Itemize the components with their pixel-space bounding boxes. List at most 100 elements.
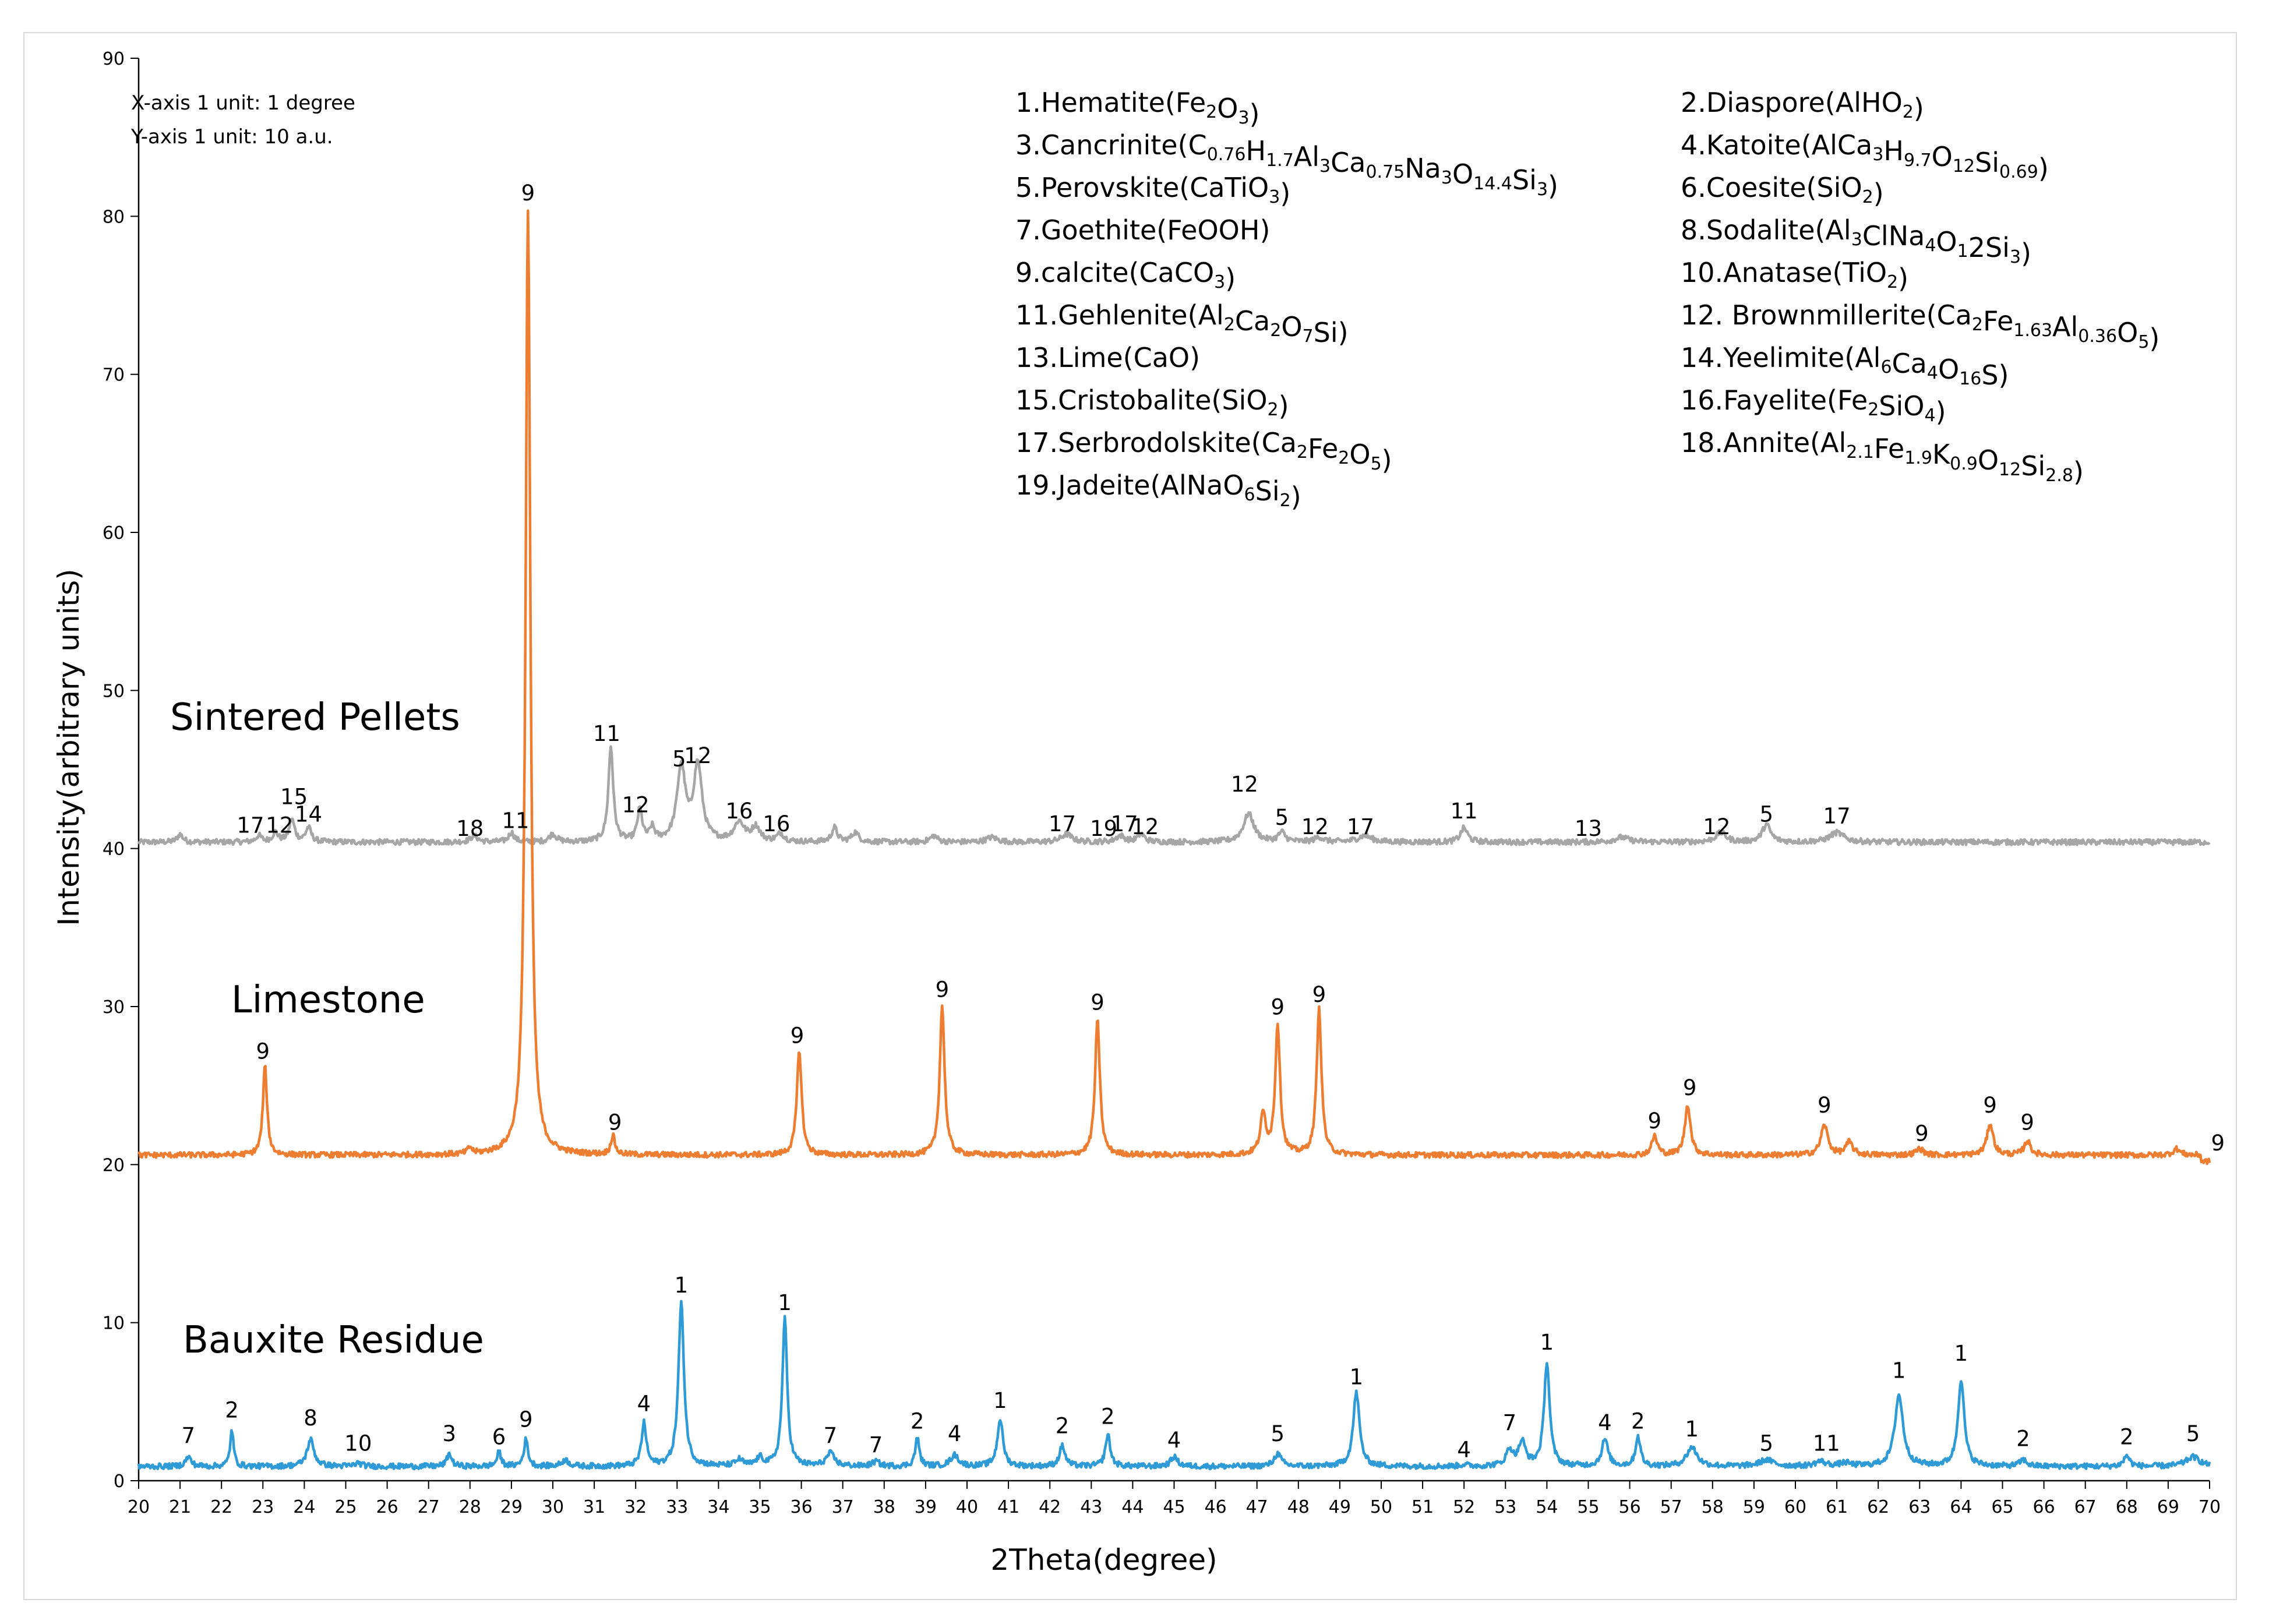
peak-label: 16 bbox=[763, 811, 790, 836]
x-tick-label: 52 bbox=[1453, 1497, 1475, 1517]
peak-label: 19 bbox=[1090, 816, 1117, 841]
x-tick-label: 34 bbox=[707, 1497, 729, 1517]
series-line-sintered-pellets bbox=[137, 745, 2211, 846]
peak-label: 5 bbox=[672, 747, 686, 772]
peak-label: 9 bbox=[1271, 995, 1285, 1020]
x-tick-label: 29 bbox=[500, 1497, 523, 1517]
legend-item: 6.Coesite(SiO2) bbox=[1681, 172, 1884, 209]
x-tick-label: 70 bbox=[2199, 1497, 2221, 1517]
x-tick-label: 27 bbox=[418, 1497, 440, 1517]
y-tick-label: 10 bbox=[103, 1314, 125, 1334]
note-x-axis-unit: X-axis 1 unit: 1 degree bbox=[131, 91, 355, 115]
legend-item: 7.Goethite(FeOOH) bbox=[1015, 214, 1270, 246]
series-title-sintered-pellets: Sintered Pellets bbox=[170, 696, 460, 739]
x-tick-label: 54 bbox=[1536, 1497, 1558, 1517]
peak-label: 16 bbox=[725, 799, 753, 824]
x-tick-label: 33 bbox=[666, 1497, 688, 1517]
peak-label: 9 bbox=[1983, 1093, 1997, 1118]
peak-label: 9 bbox=[521, 181, 535, 206]
x-tick-label: 69 bbox=[2157, 1497, 2179, 1517]
peak-label: 1 bbox=[675, 1273, 689, 1298]
x-tick-label: 63 bbox=[1908, 1497, 1931, 1517]
peak-label: 17 bbox=[1111, 811, 1138, 836]
y-tick-label: 0 bbox=[114, 1471, 125, 1492]
y-tick-label: 80 bbox=[103, 207, 125, 227]
peak-label: 1 bbox=[993, 1388, 1007, 1413]
peak-label: 7 bbox=[869, 1432, 883, 1457]
series-line-bauxite-residue bbox=[137, 1300, 2211, 1471]
peak-label: 5 bbox=[1759, 802, 1773, 827]
peak-label: 17 bbox=[1823, 803, 1851, 828]
peak-label: 5 bbox=[1275, 805, 1289, 830]
x-tick-label: 59 bbox=[1743, 1497, 1765, 1517]
peak-label: 9 bbox=[519, 1407, 533, 1432]
x-tick-label: 66 bbox=[2033, 1497, 2055, 1517]
legend-item: 11.Gehlenite(Al2Ca2O7Si) bbox=[1015, 299, 1349, 348]
x-tick-label: 48 bbox=[1287, 1497, 1310, 1517]
x-tick-label: 46 bbox=[1205, 1497, 1227, 1517]
x-tick-label: 51 bbox=[1411, 1497, 1434, 1517]
peak-label: 2 bbox=[2120, 1425, 2134, 1450]
note-y-axis-unit: Y-axis 1 unit: 10 a.u. bbox=[130, 125, 333, 149]
legend-item: 16.Fayelite(Fe2SiO4) bbox=[1681, 384, 1946, 428]
series-title-limestone: Limestone bbox=[231, 979, 425, 1022]
peak-label: 4 bbox=[637, 1392, 651, 1417]
peak-label: 6 bbox=[492, 1425, 506, 1450]
peak-label: 12 bbox=[1131, 814, 1159, 839]
x-tick-label: 45 bbox=[1163, 1497, 1185, 1517]
x-tick-label: 32 bbox=[624, 1497, 647, 1517]
peak-label: 9 bbox=[1312, 982, 1326, 1007]
legend-item: 1.Hematite(Fe2O3) bbox=[1015, 87, 1260, 130]
x-tick-label: 28 bbox=[459, 1497, 481, 1517]
peak-label: 2 bbox=[1101, 1404, 1115, 1429]
x-tick-label: 58 bbox=[1702, 1497, 1724, 1517]
x-tick-label: 68 bbox=[2116, 1497, 2138, 1517]
legend-item: 18.Annite(Al2.1Fe1.9K0.9O12Si2.8) bbox=[1681, 427, 2084, 488]
peak-label: 9 bbox=[1818, 1093, 1832, 1118]
x-tick-label: 50 bbox=[1370, 1497, 1392, 1517]
peak-label: 14 bbox=[295, 802, 322, 827]
peak-label: 12 bbox=[1703, 814, 1730, 839]
x-tick-label: 37 bbox=[832, 1497, 854, 1517]
legend-item: 5.Perovskite(CaTiO3) bbox=[1015, 172, 1290, 209]
peak-label: 9 bbox=[791, 1023, 804, 1048]
legend-item: 15.Cristobalite(SiO2) bbox=[1015, 384, 1289, 422]
series-line-limestone bbox=[137, 209, 2211, 1166]
x-tick-label: 53 bbox=[1494, 1497, 1516, 1517]
peak-label: 4 bbox=[1167, 1428, 1181, 1453]
x-tick-label: 60 bbox=[1784, 1497, 1806, 1517]
x-tick-label: 55 bbox=[1577, 1497, 1599, 1517]
legend-item: 3.Cancrinite(C0.76H1.7Al3Ca0.75Na3O14.4S… bbox=[1015, 129, 1558, 202]
peak-label: 4 bbox=[1598, 1410, 1612, 1435]
peak-label: 9 bbox=[2020, 1110, 2034, 1135]
peak-label: 9 bbox=[1915, 1121, 1929, 1146]
x-tick-label: 36 bbox=[791, 1497, 813, 1517]
peak-label: 13 bbox=[1575, 816, 1602, 841]
axes: 20 21 22 23 24 25 26 27 28 29 30 31 32 33 34 35 36 37 38 39… bbox=[103, 49, 2221, 1517]
peak-label: 9 bbox=[2211, 1131, 2225, 1156]
peak-label: 5 bbox=[1271, 1421, 1285, 1446]
peak-label: 7 bbox=[824, 1423, 838, 1448]
peak-label: 8 bbox=[304, 1406, 317, 1431]
legend-item: 4.Katoite(AlCa3H9.7O12Si0.69) bbox=[1681, 129, 2049, 184]
legend-item: 17.Serbrodolskite(Ca2Fe2O5) bbox=[1015, 427, 1392, 476]
peak-label: 17 bbox=[1347, 814, 1374, 839]
peak-label: 9 bbox=[608, 1110, 622, 1135]
peak-label: 10 bbox=[344, 1431, 372, 1456]
y-tick-label: 30 bbox=[103, 997, 125, 1018]
peak-label: 1 bbox=[778, 1290, 792, 1315]
legend-item: 9.calcite(CaCO3) bbox=[1015, 257, 1236, 294]
peak-label: 2 bbox=[911, 1408, 924, 1434]
series-layer bbox=[137, 209, 2211, 1471]
legend-item: 13.Lime(CaO) bbox=[1015, 342, 1200, 373]
legend-item: 14.Yeelimite(Al6Ca4O16S) bbox=[1681, 342, 2009, 391]
x-tick-label: 31 bbox=[583, 1497, 605, 1517]
x-tick-label: 62 bbox=[1867, 1497, 1889, 1517]
peak-label: 4 bbox=[1457, 1437, 1471, 1462]
peak-label: 5 bbox=[1759, 1431, 1773, 1456]
x-tick-label: 67 bbox=[2074, 1497, 2097, 1517]
x-tick-label: 57 bbox=[1660, 1497, 1682, 1517]
series-title-bauxite-residue: Bauxite Residue bbox=[183, 1319, 484, 1362]
peak-label: 2 bbox=[1056, 1414, 1070, 1439]
